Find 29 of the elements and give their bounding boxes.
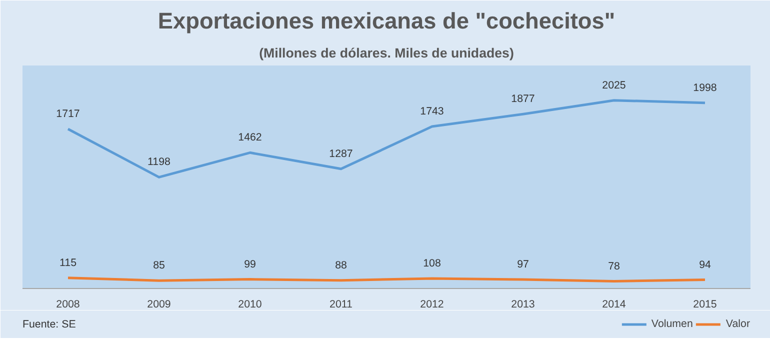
chart-title: Exportaciones mexicanas de "cochecitos" — [158, 8, 616, 34]
data-label: 78 — [608, 260, 620, 272]
legend-label: Valor — [726, 318, 750, 330]
data-label: 94 — [699, 258, 711, 271]
source-note: Fuente: SE — [22, 318, 76, 330]
data-label: 1877 — [511, 93, 535, 106]
x-tick-label: 2008 — [56, 298, 80, 310]
x-tick-label: 2014 — [602, 298, 626, 310]
data-label: 85 — [153, 260, 165, 272]
x-tick-label: 2013 — [511, 298, 535, 310]
x-tick-label: 2010 — [238, 298, 262, 310]
data-label: 108 — [423, 257, 441, 270]
data-label: 1287 — [329, 148, 353, 160]
x-tick-label: 2011 — [330, 298, 353, 310]
data-label: 2025 — [602, 79, 626, 92]
data-label: 97 — [517, 258, 529, 270]
data-label: 99 — [244, 258, 256, 270]
data-label: 1198 — [148, 156, 171, 168]
x-tick-label: 2012 — [420, 298, 444, 310]
data-label: 1462 — [238, 132, 262, 144]
legend-label: Volumen — [651, 318, 693, 330]
data-label: 115 — [60, 256, 77, 269]
data-label: 1743 — [420, 106, 444, 118]
x-tick-label: 2015 — [693, 298, 717, 310]
data-label: 1998 — [693, 82, 717, 94]
data-label: 1717 — [56, 108, 80, 120]
data-label: 88 — [335, 259, 347, 272]
x-tick-label: 2009 — [147, 298, 171, 310]
chart-subtitle: (Millones de dólares. Miles de unidades) — [259, 46, 514, 60]
